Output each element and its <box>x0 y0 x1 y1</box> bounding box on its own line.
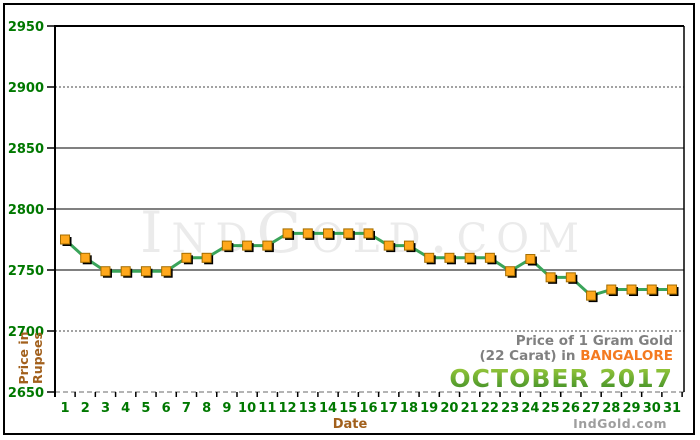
chart-title-line2: (22 Carat) in BANGALORE <box>449 349 673 364</box>
marker-day-30 <box>646 284 657 295</box>
marker-day-22 <box>484 252 495 263</box>
y-tick-label-2800: 2800 <box>8 203 44 218</box>
marker-day-25 <box>545 272 556 283</box>
x-tick-label-11: 11 <box>258 401 276 416</box>
x-tick-label-9: 9 <box>222 401 231 416</box>
x-tick-label-27: 27 <box>582 401 600 416</box>
x-tick-label-25: 25 <box>542 401 560 416</box>
branding-text: IndGold.com <box>573 416 667 431</box>
marker-day-24 <box>525 254 536 265</box>
x-tick-label-6: 6 <box>162 401 171 416</box>
marker-day-3 <box>100 266 111 277</box>
marker-day-7 <box>181 252 192 263</box>
chart-title-city: BANGALORE <box>580 348 673 364</box>
marker-day-4 <box>120 266 131 277</box>
x-tick-label-18: 18 <box>400 401 418 416</box>
marker-day-29 <box>626 284 637 295</box>
marker-day-1 <box>60 234 70 245</box>
x-tick-label-1: 1 <box>60 401 69 416</box>
x-tick-label-2: 2 <box>81 401 90 416</box>
y-tick-label-2850: 2850 <box>8 142 44 157</box>
x-tick-label-8: 8 <box>202 401 211 416</box>
x-tick-label-21: 21 <box>461 401 479 416</box>
marker-day-8 <box>201 252 212 263</box>
x-tick-label-4: 4 <box>121 401 130 416</box>
chart-outer-border <box>3 3 695 435</box>
marker-day-5 <box>140 266 151 277</box>
x-tick-label-23: 23 <box>501 401 519 416</box>
marker-day-14 <box>323 228 334 239</box>
marker-day-31 <box>667 284 677 295</box>
marker-day-18 <box>403 240 414 251</box>
marker-day-15 <box>343 228 354 239</box>
marker-day-28 <box>606 284 617 295</box>
x-tick-label-17: 17 <box>380 401 398 416</box>
x-tick-label-15: 15 <box>339 401 357 416</box>
chart-title-line2-prefix: (22 Carat) in <box>479 348 581 364</box>
marker-day-10 <box>242 240 253 251</box>
y-axis-title-line1: Price in <box>16 331 31 385</box>
x-axis-title: Date <box>332 417 368 432</box>
marker-day-13 <box>302 228 313 239</box>
marker-day-11 <box>262 240 273 251</box>
marker-day-9 <box>221 240 232 251</box>
marker-day-6 <box>161 266 172 277</box>
x-tick-label-16: 16 <box>359 401 377 416</box>
y-tick-label-2950: 2950 <box>8 20 44 35</box>
marker-day-21 <box>464 252 475 263</box>
marker-day-12 <box>282 228 293 239</box>
x-tick-label-31: 31 <box>663 401 681 416</box>
price-line-series <box>63 231 674 298</box>
marker-day-26 <box>565 272 576 283</box>
x-tick-label-28: 28 <box>602 401 620 416</box>
y-axis-title: Price in Rupees <box>16 315 45 401</box>
x-tick-label-12: 12 <box>279 401 297 416</box>
y-tick-label-2750: 2750 <box>8 264 44 279</box>
marker-day-2 <box>80 252 91 263</box>
chart-title-line1: Price of 1 Gram Gold <box>515 333 673 349</box>
marker-day-23 <box>505 266 516 277</box>
x-tick-label-22: 22 <box>481 401 499 416</box>
x-tick-label-13: 13 <box>299 401 317 416</box>
marker-day-16 <box>363 228 374 239</box>
x-tick-label-3: 3 <box>101 401 110 416</box>
chart-title-block: Price of 1 Gram Gold (22 Carat) in BANGA… <box>449 334 673 392</box>
y-tick-label-2650: 2650 <box>8 386 44 401</box>
marker-day-19 <box>424 252 435 263</box>
y-tick-label-2700: 2700 <box>8 325 44 340</box>
x-tick-label-29: 29 <box>622 401 640 416</box>
marker-day-27 <box>586 290 597 301</box>
x-tick-label-7: 7 <box>182 401 191 416</box>
x-tick-label-24: 24 <box>521 401 539 416</box>
marker-day-20 <box>444 252 455 263</box>
x-tick-label-30: 30 <box>643 401 661 416</box>
x-tick-label-10: 10 <box>238 401 256 416</box>
marker-day-17 <box>383 240 394 251</box>
x-tick-label-26: 26 <box>562 401 580 416</box>
x-tick-label-14: 14 <box>319 401 337 416</box>
chart-title-period: OCTOBER 2017 <box>449 364 673 393</box>
y-axis-title-line2: Rupees <box>29 332 45 384</box>
x-tick-label-5: 5 <box>141 401 150 416</box>
x-tick-label-19: 19 <box>420 401 438 416</box>
y-tick-label-2900: 2900 <box>8 81 44 96</box>
x-tick-label-20: 20 <box>440 401 458 416</box>
